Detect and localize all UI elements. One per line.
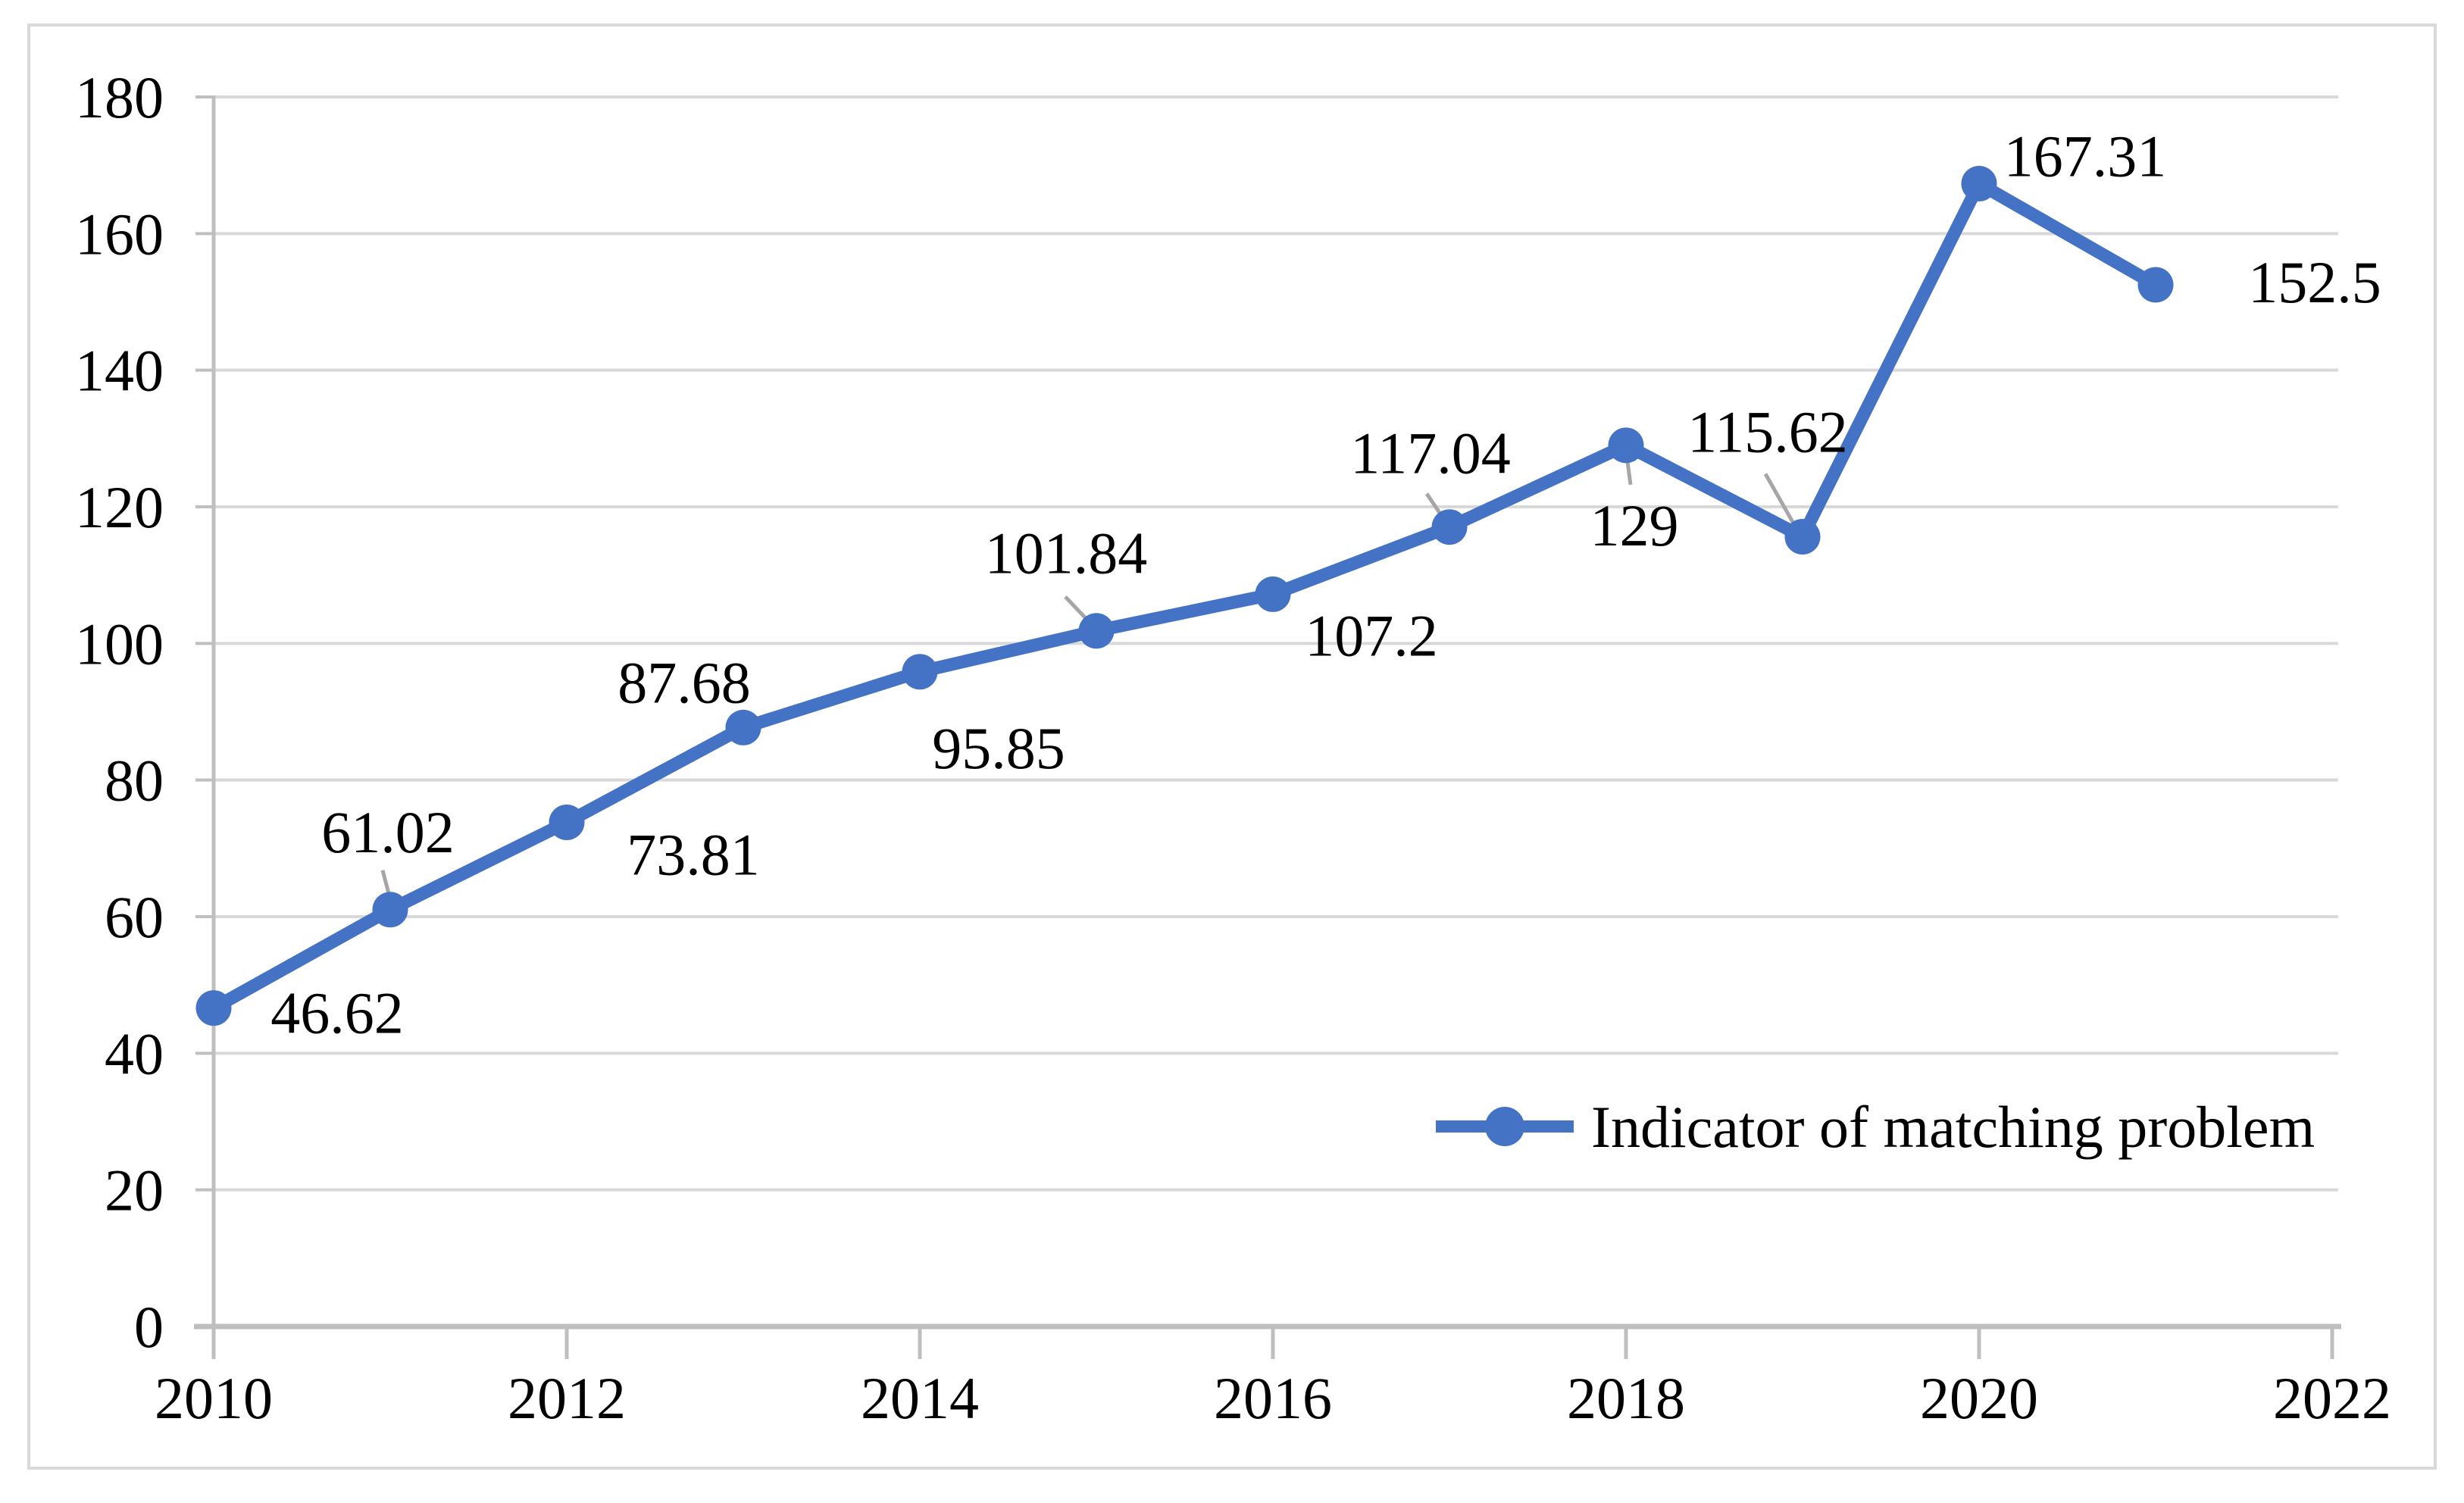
data-point-label: 117.04 — [1350, 420, 1511, 486]
x-axis-tick-label: 2020 — [1920, 1365, 2038, 1431]
data-point-marker — [2137, 267, 2174, 303]
data-point-marker — [1608, 427, 1644, 464]
data-point-label: 152.5 — [2248, 249, 2381, 315]
x-axis-tick-label: 2018 — [1567, 1365, 1685, 1431]
y-axis-tick-label: 100 — [75, 611, 164, 677]
data-point-marker — [1255, 576, 1291, 612]
x-axis-tick-label: 2022 — [2273, 1365, 2391, 1431]
data-point-label: 115.62 — [1687, 398, 1848, 464]
data-point-label: 87.68 — [618, 649, 751, 715]
y-axis-tick-label: 20 — [105, 1158, 164, 1223]
y-axis-tick-label: 180 — [75, 64, 164, 130]
y-axis-tick-label: 40 — [105, 1020, 164, 1086]
data-point-marker — [902, 654, 938, 690]
x-axis-tick-label: 2012 — [508, 1365, 626, 1431]
data-point-label: 101.84 — [985, 520, 1148, 586]
y-axis-tick-label: 120 — [75, 474, 164, 540]
y-axis-tick-label: 60 — [105, 884, 164, 950]
y-axis-tick-label: 0 — [134, 1294, 164, 1360]
data-point-label: 73.81 — [627, 821, 760, 887]
data-point-label: 167.31 — [2004, 123, 2167, 189]
y-axis-tick-label: 80 — [105, 748, 164, 814]
x-axis-tick-label: 2014 — [861, 1365, 979, 1431]
x-axis-tick-label: 2010 — [155, 1365, 273, 1431]
data-point-marker — [372, 892, 408, 928]
data-point-marker — [1784, 518, 1821, 555]
series-line — [207, 177, 2162, 1015]
legend-label: Indicator of matching problem — [1591, 1094, 2315, 1160]
data-point-marker — [195, 990, 232, 1026]
y-axis-tick-label: 140 — [75, 338, 164, 404]
data-point-marker — [549, 804, 585, 840]
data-point-label: 46.62 — [270, 980, 404, 1046]
data-point-label: 61.02 — [321, 799, 455, 865]
data-point-label: 129 — [1590, 492, 1679, 558]
data-point-marker — [725, 709, 761, 745]
figure-border — [27, 23, 2437, 1470]
data-point-marker — [1078, 613, 1115, 649]
data-point-marker — [1431, 509, 1468, 545]
data-point-label: 107.2 — [1305, 602, 1438, 668]
data-point-label: 95.85 — [932, 715, 1065, 781]
data-point-marker — [1961, 165, 1997, 202]
y-axis-tick-label: 160 — [75, 201, 164, 267]
x-axis-tick-label: 2016 — [1214, 1365, 1332, 1431]
legend-marker-icon — [1485, 1107, 1524, 1146]
